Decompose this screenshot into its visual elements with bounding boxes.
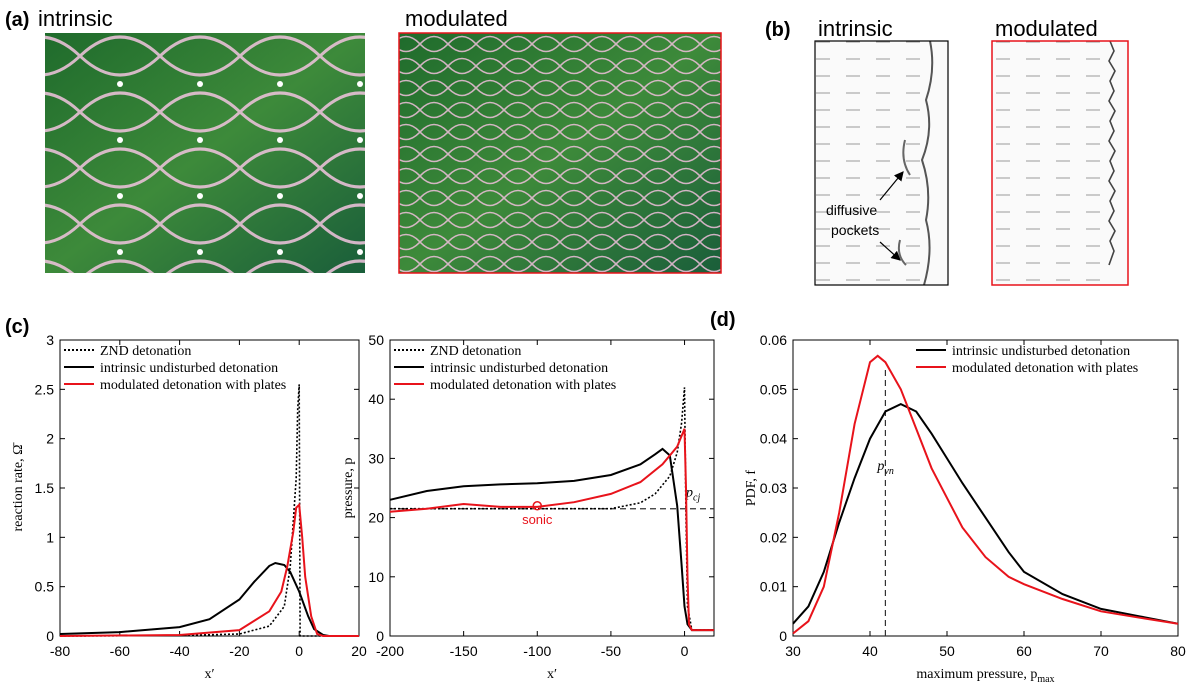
y-tick-label: 2 [46,431,54,447]
y-tick-label: 30 [368,450,384,466]
x-axis-label: x′ [204,667,214,682]
reference-label-main: p [685,486,693,501]
data-line [59,561,359,637]
reference-label-sub: vn [884,466,893,477]
y-tick-label: 3 [46,332,54,348]
image-title: intrinsic [38,6,113,31]
x-tick-label: -40 [169,643,189,659]
data-line [792,402,1179,625]
y-tick-label: 0.5 [35,579,55,595]
image [991,40,1129,286]
data-line [389,428,714,632]
x-tick-label: -80 [50,643,70,659]
y-tick-label: 40 [368,391,384,407]
legend-label: ZND detonation [430,344,521,359]
image [814,40,949,286]
marker-label: sonic [522,512,553,527]
x-tick-label: 30 [785,643,801,659]
y-tick-label: 0.02 [760,529,787,545]
y-tick-label: 0 [46,628,54,644]
data-line [59,502,359,637]
x-axis-label-main: maximum pressure, p [916,667,1037,682]
x-tick-label: -60 [110,643,130,659]
annotation: pockets [831,222,879,238]
arrow [879,241,901,261]
data-line [59,384,359,637]
plot-frame [389,339,715,637]
x-tick-label: 70 [1093,643,1109,659]
x-tick-label: -150 [450,643,478,659]
x-tick-label: -200 [376,643,404,659]
x-tick-label: 50 [939,643,955,659]
annotation: diffusive [826,202,877,218]
y-tick-label: 0.06 [760,332,787,348]
image-title: modulated [405,6,508,31]
y-tick-label: 20 [368,510,384,526]
panel-label: (b) [765,19,791,41]
legend-label: intrinsic undisturbed detonation [952,344,1130,359]
panel-label: (c) [5,316,29,338]
image-title: modulated [995,16,1098,41]
x-tick-label: -20 [229,643,249,659]
reference-label: pvn [876,459,893,477]
y-axis-label: PDF, f [744,470,759,507]
image-title: intrinsic [818,16,893,41]
y-tick-label: 0.03 [760,480,787,496]
y-tick-label: 2.5 [35,381,55,397]
y-tick-label: 0.04 [760,431,787,447]
y-tick-label: 1.5 [35,480,55,496]
x-tick-label: 40 [862,643,878,659]
y-tick-label: 1 [46,529,54,545]
legend-label: modulated detonation with plates [100,378,286,393]
y-tick-label: 0.01 [760,579,787,595]
panel-label: (a) [5,9,29,31]
x-axis-label-sub: max [1037,674,1054,685]
y-tick-label: 0 [779,628,787,644]
data-line [389,447,714,632]
x-tick-label: 0 [295,643,303,659]
reference-label: pcj [685,486,700,504]
x-tick-label: 60 [1016,643,1032,659]
x-tick-label: 20 [351,643,367,659]
arrow [879,171,904,201]
image [45,33,365,273]
x-axis-label: maximum pressure, pmax [916,667,1054,685]
legend-label: ZND detonation [100,344,191,359]
y-axis-label: reaction rate, Ω̄ [11,442,26,532]
marker [532,501,543,511]
legend-label: intrinsic undisturbed detonation [100,361,278,376]
y-axis-label: pressure, p [341,458,356,519]
data-line [792,354,1179,635]
reference-label-main: p [876,459,884,474]
legend-label: modulated detonation with plates [952,361,1138,376]
x-tick-label: -100 [523,643,551,659]
y-tick-label: 0 [376,628,384,644]
x-tick-label: 80 [1170,643,1186,659]
x-axis-label: x′ [547,667,557,682]
legend-label: modulated detonation with plates [430,378,616,393]
legend-label: intrinsic undisturbed detonation [430,361,608,376]
y-tick-label: 10 [368,569,384,585]
panel-label: (d) [710,309,736,331]
y-tick-label: 0.05 [760,381,787,397]
x-tick-label: -50 [601,643,621,659]
x-tick-label: 0 [681,643,689,659]
y-tick-label: 50 [368,332,384,348]
reference-label-sub: cj [693,493,700,504]
image [398,32,722,274]
